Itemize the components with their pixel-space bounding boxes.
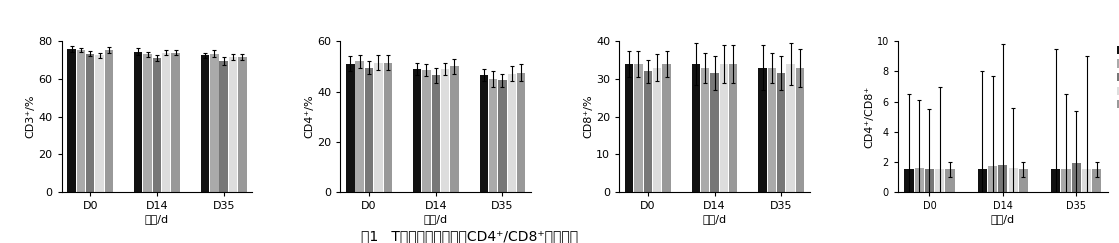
Bar — [365, 68, 374, 192]
Bar — [162, 52, 170, 192]
Bar — [653, 68, 661, 192]
X-axis label: 时间/d: 时间/d — [144, 214, 169, 224]
Bar — [67, 49, 76, 192]
Bar — [210, 53, 218, 192]
Bar — [346, 64, 355, 192]
Bar — [143, 54, 152, 192]
Y-axis label: CD4⁺/%: CD4⁺/% — [304, 95, 314, 139]
Bar — [624, 64, 633, 192]
Bar — [1061, 169, 1071, 192]
Bar — [643, 71, 652, 192]
Bar — [356, 61, 364, 192]
Bar — [441, 69, 450, 192]
Bar — [432, 75, 440, 192]
X-axis label: 时间/d: 时间/d — [990, 214, 1015, 224]
Bar — [700, 68, 709, 192]
Bar — [1082, 169, 1091, 192]
Bar — [692, 64, 700, 192]
Bar — [988, 166, 997, 192]
Y-axis label: CD8⁺/%: CD8⁺/% — [583, 95, 593, 139]
Bar — [768, 68, 777, 192]
Bar — [1092, 169, 1101, 192]
Bar — [1018, 169, 1028, 192]
Bar — [86, 53, 94, 192]
Bar — [978, 169, 987, 192]
Text: 图1   T淋巴细胞百分数和CD4⁺/CD8⁺比值比较: 图1 T淋巴细胞百分数和CD4⁺/CD8⁺比值比较 — [361, 230, 579, 243]
Bar — [450, 66, 459, 192]
Bar — [935, 169, 944, 192]
Bar — [1072, 163, 1081, 192]
Bar — [925, 169, 934, 192]
Bar — [759, 68, 767, 192]
Bar — [728, 64, 737, 192]
Bar — [171, 52, 180, 192]
Bar — [1008, 168, 1018, 192]
X-axis label: 时间/d: 时间/d — [703, 214, 726, 224]
Bar — [228, 57, 237, 192]
Bar — [777, 73, 786, 192]
Bar — [134, 52, 142, 192]
Bar — [238, 57, 246, 192]
Bar — [95, 55, 104, 192]
Bar — [413, 69, 421, 192]
Bar — [489, 79, 497, 192]
Bar — [508, 74, 516, 192]
Bar — [914, 168, 924, 192]
Bar — [517, 73, 525, 192]
Bar — [787, 64, 794, 192]
Bar — [998, 165, 1007, 192]
Legend: 生理盐水对照组, 青蒿琥镣组, 白色念珠菌组, 白血清球菌组, 无菌注射用水组: 生理盐水对照组, 青蒿琥镣组, 白色念珠菌组, 白血清球菌组, 无菌注射用水组 — [1117, 46, 1119, 110]
Bar — [498, 80, 507, 192]
Bar — [1051, 169, 1061, 192]
Bar — [77, 50, 85, 192]
Bar — [796, 68, 805, 192]
Bar — [219, 61, 228, 192]
Bar — [105, 50, 113, 192]
Bar — [422, 70, 431, 192]
X-axis label: 时间/d: 时间/d — [424, 214, 448, 224]
Bar — [384, 63, 392, 192]
Y-axis label: CD3⁺/%: CD3⁺/% — [26, 95, 36, 139]
Bar — [904, 169, 913, 192]
Bar — [946, 169, 955, 192]
Bar — [374, 63, 383, 192]
Bar — [711, 73, 718, 192]
Bar — [200, 55, 209, 192]
Bar — [720, 64, 728, 192]
Bar — [152, 58, 161, 192]
Y-axis label: CD4⁺/CD8⁺: CD4⁺/CD8⁺ — [864, 86, 874, 148]
Bar — [662, 64, 670, 192]
Bar — [480, 75, 488, 192]
Bar — [634, 64, 642, 192]
